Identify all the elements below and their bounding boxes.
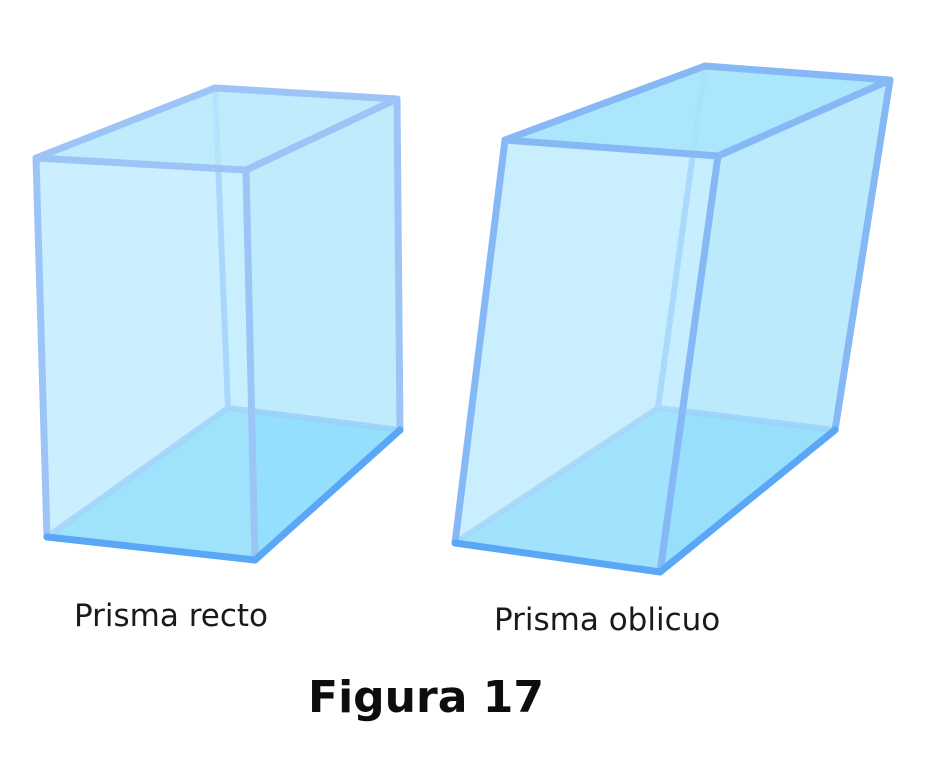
oblique-prism-side-face <box>660 80 890 572</box>
oblique-prism-top-face <box>505 66 890 156</box>
right-prism-base-edges <box>43 426 404 564</box>
right-prism-side-face <box>246 99 400 560</box>
oblique-prism-edges <box>451 62 894 576</box>
right-prism-edges <box>32 84 404 564</box>
right-prism <box>32 84 404 564</box>
right-prism-label: Prisma recto <box>74 598 269 634</box>
oblique-prism-front-face <box>455 140 718 572</box>
figure-caption: Figura 17 <box>308 672 544 723</box>
right-prism-top-face <box>36 88 397 170</box>
oblique-prism-base-edges <box>451 426 839 576</box>
right-prism-front-face <box>36 158 255 560</box>
oblique-prism <box>451 62 894 576</box>
oblique-prism-label: Prisma oblicuo <box>494 602 721 638</box>
